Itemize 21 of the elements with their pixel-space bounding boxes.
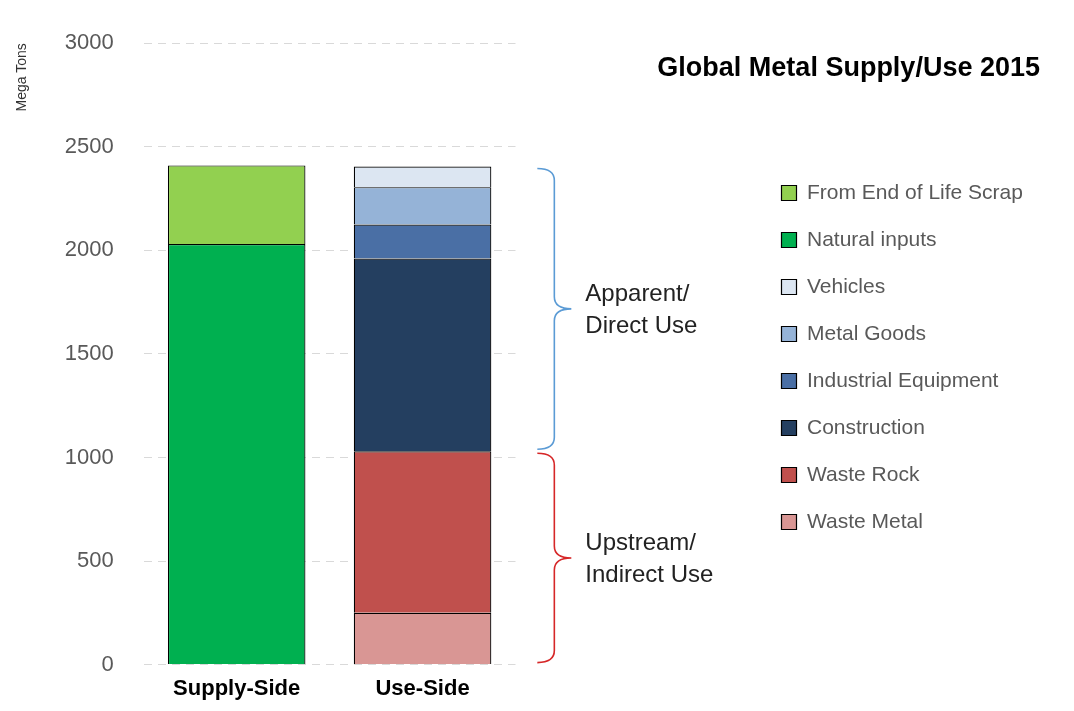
y-tick-label: 500 — [77, 547, 114, 573]
legend-label: Metal Goods — [807, 320, 927, 344]
x-tick-label: Supply-Side — [173, 674, 301, 700]
legend-label: Waste Metal — [807, 508, 923, 532]
x-tick-label: Use-Side — [375, 674, 470, 700]
legend-label: Industrial Equipment — [807, 367, 999, 391]
legend-label: Waste Rock — [807, 461, 920, 485]
y-tick-label: 1500 — [64, 339, 114, 365]
y-tick-label: 2000 — [64, 236, 114, 262]
legend-label: Construction — [807, 414, 925, 438]
y-tick-label: 2500 — [64, 132, 114, 158]
legend-label: From End of Life Scrap — [807, 179, 1023, 203]
y-tick-label: 1000 — [64, 443, 114, 469]
y-tick-label: 0 — [101, 650, 114, 676]
legend-label: Natural inputs — [807, 226, 937, 250]
text: Global Metal Supply/Use 2015 — [657, 52, 1040, 83]
text: Apparent/ Direct Use — [585, 277, 698, 340]
y-axis-title: Mega Tons — [13, 43, 30, 112]
y-tick-label: 3000 — [64, 29, 114, 55]
text: Upstream/ Indirect Use — [585, 526, 714, 589]
legend-label: Vehicles — [807, 273, 886, 297]
